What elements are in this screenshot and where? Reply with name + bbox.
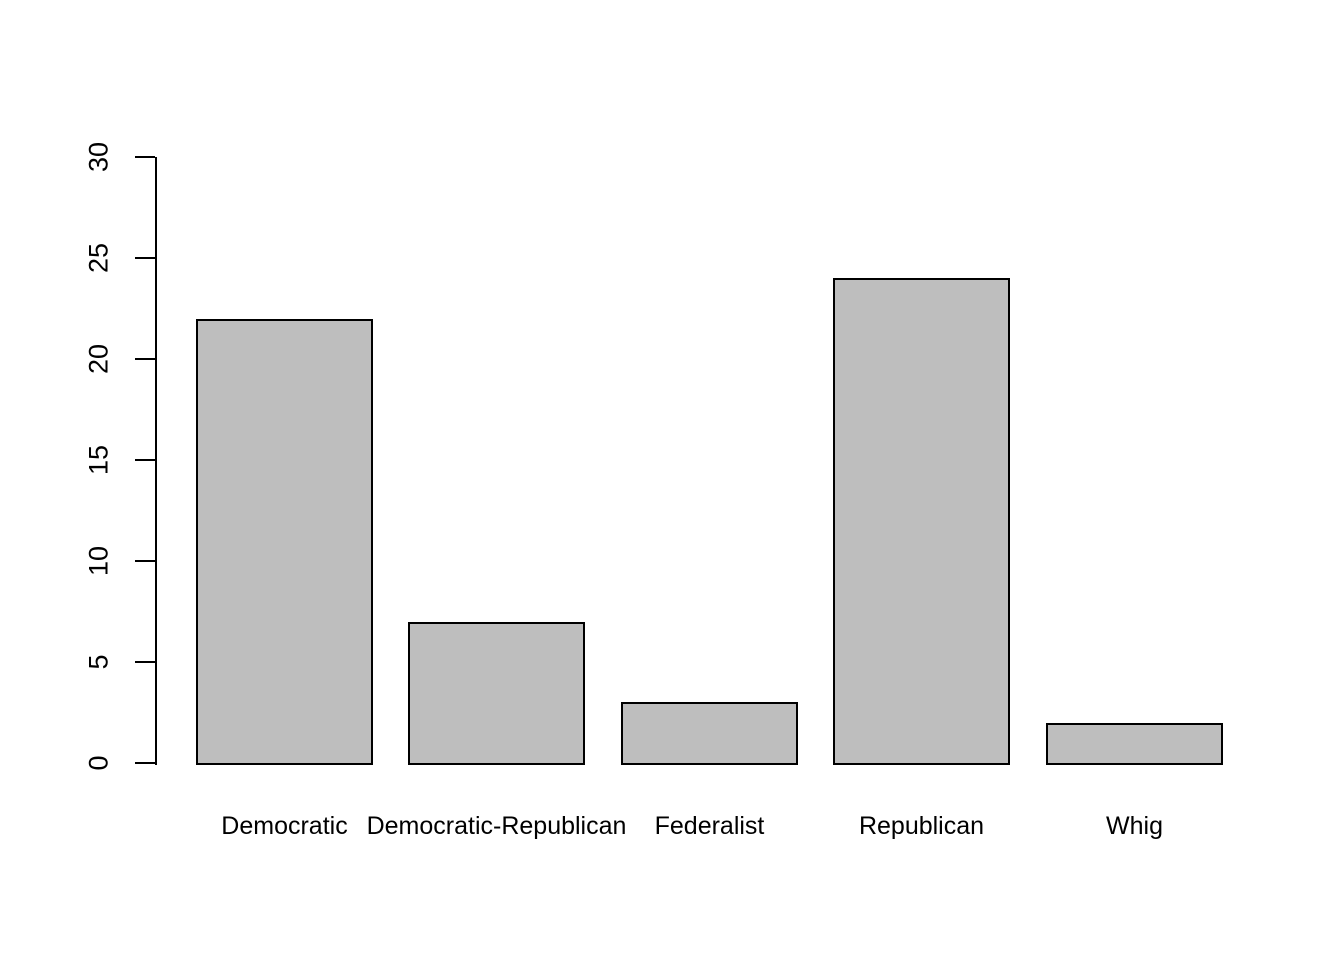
y-tick-label: 25 bbox=[83, 242, 114, 274]
y-tick-label: 15 bbox=[83, 444, 114, 476]
y-axis-tick bbox=[135, 156, 155, 158]
bar-democratic-republican bbox=[408, 622, 585, 765]
y-tick-label: 0 bbox=[83, 755, 114, 771]
y-tick-label: 5 bbox=[83, 654, 114, 670]
x-category-label: Democratic bbox=[221, 812, 348, 840]
y-tick-label: 10 bbox=[83, 545, 114, 577]
y-axis-line bbox=[155, 157, 157, 765]
y-axis-tick bbox=[135, 762, 155, 764]
x-category-label: Republican bbox=[858, 812, 985, 840]
y-axis-tick bbox=[135, 257, 155, 259]
bar-democratic bbox=[196, 319, 373, 765]
bar-republican bbox=[833, 278, 1010, 765]
y-axis-tick bbox=[135, 459, 155, 461]
x-category-label: Whig bbox=[1106, 812, 1163, 840]
bar-whig bbox=[1046, 723, 1223, 765]
x-category-label: Democratic-Republican bbox=[366, 812, 627, 840]
x-category-label: Federalist bbox=[654, 812, 765, 840]
bar-federalist bbox=[621, 702, 798, 765]
y-axis-tick bbox=[135, 358, 155, 360]
y-tick-label: 20 bbox=[83, 343, 114, 375]
y-axis-tick bbox=[135, 661, 155, 663]
y-tick-label: 30 bbox=[83, 141, 114, 173]
y-axis-tick bbox=[135, 560, 155, 562]
